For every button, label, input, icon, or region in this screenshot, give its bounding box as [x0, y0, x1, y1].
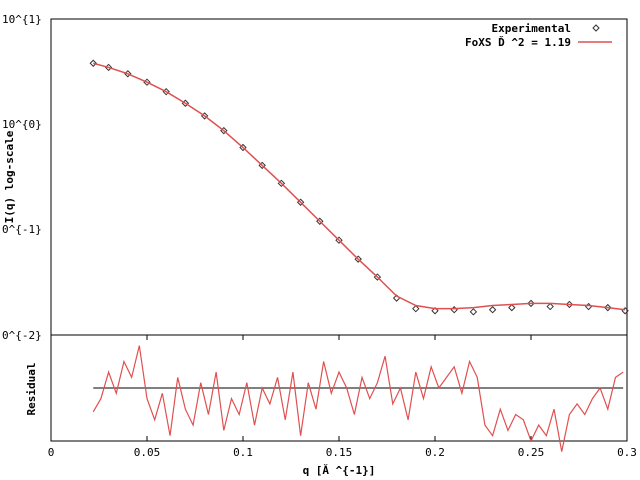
top-y-ticks: 10^{1} 10^{0} 0^{-1} 0^{-2} [2, 13, 42, 342]
legend-label-experimental: Experimental [492, 22, 571, 35]
experimental-point [488, 306, 497, 314]
experimental-point [89, 59, 97, 67]
y-tick-label: 0^{-2} [2, 329, 42, 342]
x-tick-label: 0.3 [617, 446, 637, 459]
x-tick-label: 0.05 [134, 446, 161, 459]
experimental-point [527, 299, 535, 308]
legend: Experimental FoXS Ď ^2 = 1.19 [465, 22, 612, 49]
experimental-point [546, 302, 554, 311]
legend-label-fit: FoXS Ď ^2 = 1.19 [465, 36, 571, 49]
x-tick-label: 0 [48, 446, 55, 459]
x-ticks: 0 0.05 0.1 0.15 0.2 0.25 0.3 [48, 335, 637, 459]
top-y-axis-label: I(q) log-scale [3, 130, 16, 223]
residual-line [92, 345, 624, 452]
top-plot-frame [50, 18, 628, 336]
y-tick-label: 0^{-1} [2, 223, 42, 236]
experimental-point [469, 308, 478, 316]
experimental-point [584, 302, 593, 311]
residual-series [92, 345, 624, 452]
experimental-point [565, 300, 574, 309]
x-tick-label: 0.25 [518, 446, 545, 459]
fit-line [93, 62, 626, 311]
x-tick-label: 0.1 [233, 446, 253, 459]
x-tick-label: 0.15 [326, 446, 353, 459]
legend-marker-diamond [592, 24, 600, 32]
x-axis-label: q [Ă ^{-1}] [303, 464, 376, 477]
experimental-point [508, 303, 516, 312]
fit-series [93, 62, 626, 311]
bottom-y-axis-label: Residual [25, 363, 38, 416]
y-tick-label: 10^{1} [2, 13, 42, 26]
experimental-point [604, 303, 612, 312]
experimental-point [412, 304, 420, 313]
experimental-point [450, 306, 458, 314]
experimental-point [431, 307, 439, 315]
y-tick-label: 10^{0} [2, 118, 42, 131]
x-tick-label: 0.2 [425, 446, 445, 459]
experimental-series [89, 59, 629, 316]
